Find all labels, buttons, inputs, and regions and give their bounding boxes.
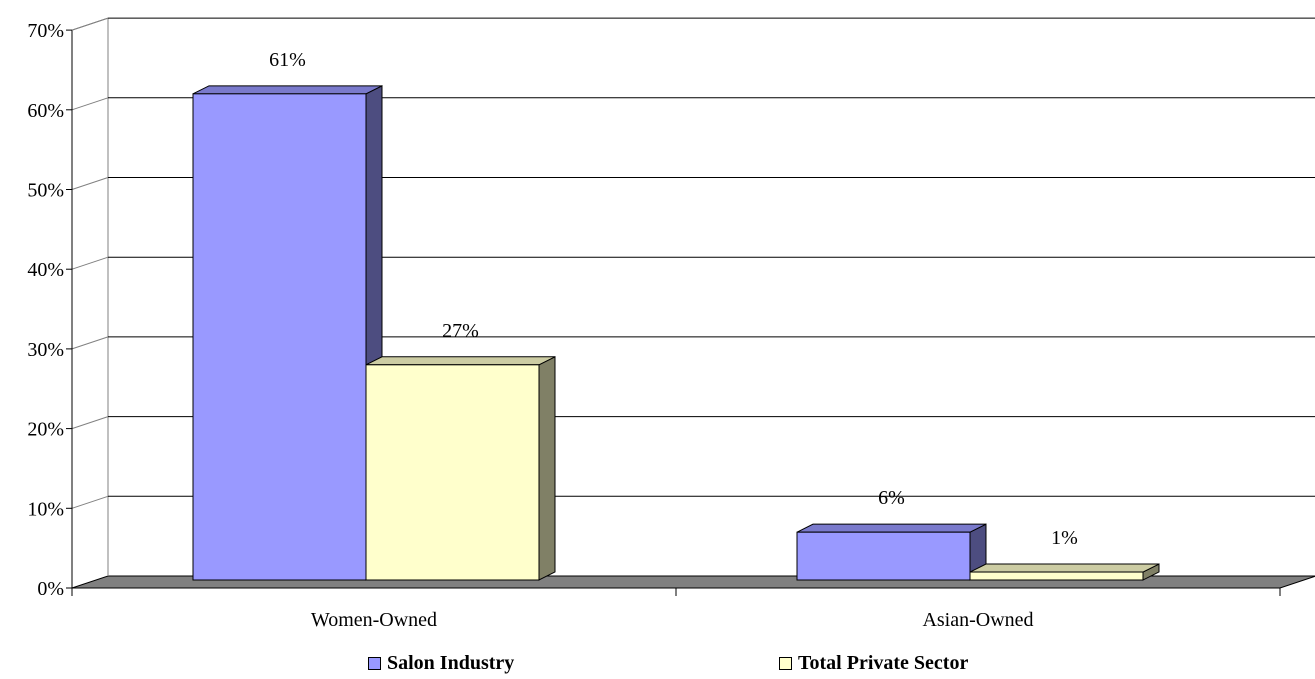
legend-label-total-private-sector: Total Private Sector bbox=[798, 652, 969, 674]
bar-front bbox=[192, 93, 367, 581]
y-tick-label: 50% bbox=[27, 180, 64, 202]
gridline-side bbox=[71, 97, 109, 111]
data-label-total-private-sector-women-owned: 27% bbox=[442, 320, 479, 342]
gridline-side bbox=[71, 416, 109, 430]
y-tick-label: 40% bbox=[27, 259, 64, 281]
bar-front bbox=[796, 531, 971, 581]
legend: Salon Industry Total Private Sector bbox=[0, 650, 1315, 679]
bar-total-private-sector-asian-owned bbox=[969, 563, 1160, 581]
gridline-side bbox=[71, 256, 109, 270]
data-label-salon-industry-women-owned: 61% bbox=[269, 49, 306, 71]
legend-item-total-private-sector: Total Private Sector bbox=[779, 652, 968, 675]
chart: 0% 10% 20% 30% 40% 50% 60% 70% Women-Owned Asian-… bbox=[27, 17, 1315, 631]
gridline-side bbox=[71, 177, 109, 190]
y-tick-label: 20% bbox=[27, 419, 64, 441]
legend-swatch-salon-industry bbox=[368, 657, 381, 670]
bar-salon-industry-asian-owned bbox=[796, 523, 987, 581]
y-tick-label: 10% bbox=[27, 498, 64, 520]
bar-total-private-sector-women-owned bbox=[365, 356, 556, 581]
y-tick-label: 30% bbox=[27, 339, 64, 361]
bar-top bbox=[365, 356, 556, 366]
bar-top bbox=[192, 85, 383, 95]
y-tick-label: 60% bbox=[27, 100, 64, 122]
bar-top bbox=[796, 523, 987, 533]
legend-item-salon-industry: Salon Industry bbox=[368, 652, 514, 675]
legend-swatch-total-private-sector bbox=[779, 657, 792, 670]
bar-front bbox=[365, 364, 540, 581]
gridline-side bbox=[71, 336, 109, 350]
bar-front bbox=[969, 571, 1144, 581]
data-labels: 61% 27% 6% 1% bbox=[269, 49, 1078, 549]
data-label-total-private-sector-asian-owned: 1% bbox=[1051, 527, 1078, 549]
x-tick-label: Asian-Owned bbox=[922, 609, 1033, 631]
bar-salon-industry-women-owned bbox=[192, 85, 383, 581]
legend-label-salon-industry: Salon Industry bbox=[387, 652, 515, 674]
y-tick-label: 0% bbox=[37, 578, 64, 600]
axes: 0% 10% 20% 30% 40% 50% 60% 70% Women-Owned Asian-… bbox=[27, 17, 1281, 631]
bar-top bbox=[969, 563, 1160, 573]
gridline-side bbox=[71, 495, 109, 509]
bar-side bbox=[538, 356, 556, 581]
y-tick-label: 70% bbox=[27, 20, 64, 42]
y-axis-top-edge bbox=[71, 17, 109, 31]
data-label-salon-industry-asian-owned: 6% bbox=[878, 487, 905, 509]
x-tick-label: Women-Owned bbox=[311, 609, 437, 631]
bars bbox=[192, 85, 1160, 581]
